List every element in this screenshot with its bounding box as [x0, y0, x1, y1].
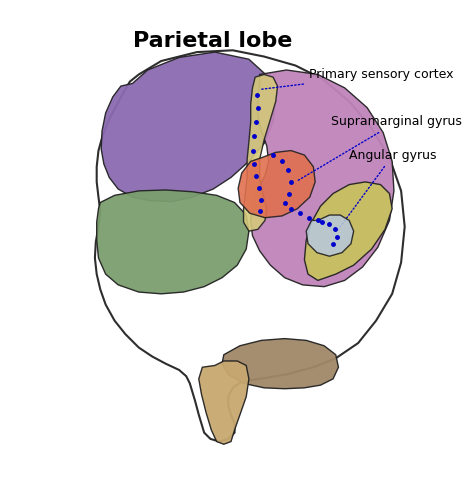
Polygon shape: [306, 215, 354, 256]
Text: Supramarginal gyrus: Supramarginal gyrus: [298, 115, 462, 180]
Polygon shape: [95, 50, 405, 442]
Polygon shape: [222, 338, 338, 388]
Polygon shape: [244, 74, 278, 231]
Polygon shape: [199, 361, 249, 444]
Polygon shape: [251, 70, 394, 287]
Polygon shape: [304, 182, 392, 281]
Polygon shape: [238, 150, 315, 218]
Text: Parietal lobe: Parietal lobe: [133, 31, 292, 52]
Polygon shape: [101, 52, 276, 201]
Text: Primary sensory cortex: Primary sensory cortex: [261, 68, 454, 89]
Text: Angular gyrus: Angular gyrus: [337, 148, 437, 231]
Polygon shape: [97, 190, 249, 294]
